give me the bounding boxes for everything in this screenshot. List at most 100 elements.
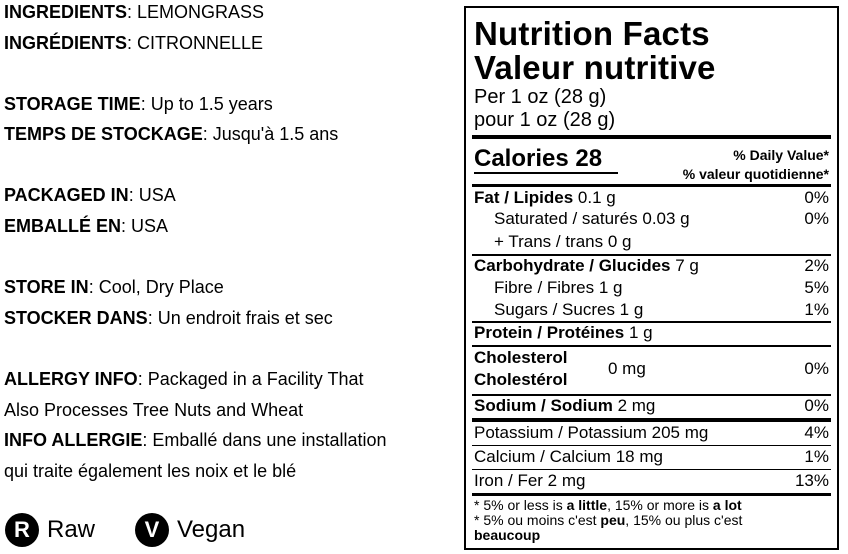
storage-time-en-label: STORAGE TIME xyxy=(4,94,141,114)
carb-label: Carbohydrate / Glucides xyxy=(474,256,671,275)
cholesterol-label-2: Cholestérol xyxy=(474,370,568,389)
iron-pct: 13% xyxy=(794,471,829,490)
packaged-en-label: PACKAGED IN xyxy=(4,185,129,205)
ingredients-en-label: INGREDIENTS xyxy=(4,2,128,22)
sodium-label: Sodium / Sodium xyxy=(474,396,613,415)
cholesterol-amount: 0 mg xyxy=(608,359,646,378)
calories-value: 28 xyxy=(575,145,603,172)
daily-value-fr: % valeur quotidienne* xyxy=(682,166,829,182)
fat-row: Fat / Lipides 0.1 g xyxy=(474,188,616,208)
sugars-label: Sugars / Sucres 1 g xyxy=(494,300,644,319)
allergy-en-1: ALLERGY INFO: Packaged in a Facility Tha… xyxy=(4,369,364,389)
store-in-fr-label: STOCKER DANS xyxy=(4,308,148,328)
calories-underline xyxy=(474,172,618,174)
rule-sodium xyxy=(472,394,831,396)
protein-label: Protein / Protéines xyxy=(474,323,625,342)
ingredients-fr-label: INGRÉDIENTS xyxy=(4,33,128,53)
vegan-label: Vegan xyxy=(177,516,246,543)
allergy-fr-2: qui traite également les noix et le blé xyxy=(4,460,296,482)
saturated-pct: 0% xyxy=(804,209,829,228)
sodium-amount: 2 mg xyxy=(617,396,656,415)
serving-size-fr: pour 1 oz (28 g) xyxy=(474,109,616,131)
sugars-pct: 1% xyxy=(804,300,829,319)
allergy-fr-label: INFO ALLERGIE xyxy=(4,430,143,450)
allergy-en-label: ALLERGY INFO xyxy=(4,369,138,389)
footnote-en-little: a little xyxy=(566,497,608,513)
fat-label: Fat / Lipides xyxy=(474,188,574,207)
calories-label: Calories xyxy=(474,145,569,172)
footnote-fr-beaucoup: beaucoup xyxy=(474,527,541,543)
nutrition-title-fr: Valeur nutritive xyxy=(474,49,716,86)
footnote-fr-pre: * 5% ou moins c'est xyxy=(474,512,601,528)
storage-time-fr: TEMPS DE STOCKAGE: Jusqu'à 1.5 ans xyxy=(4,124,339,144)
protein-row: Protein / Protéines 1 g xyxy=(474,323,653,343)
rule-iron xyxy=(472,469,831,470)
ingredients-en: INGREDIENTS: LEMONGRASS xyxy=(4,2,265,22)
nutrition-title-en: Nutrition Facts xyxy=(474,15,710,52)
saturated-label: Saturated / saturés 0.03 g xyxy=(494,209,690,228)
raw-label: Raw xyxy=(47,516,96,543)
footnote-fr-peu: peu xyxy=(600,512,626,528)
footnote-fr: * 5% ou moins c'est peu, 15% ou plus c'e… xyxy=(474,513,742,528)
protein-amount: 1 g xyxy=(628,323,653,342)
calories: Calories 28 xyxy=(474,145,602,173)
packaged-fr-value: USA xyxy=(131,216,169,236)
rule-protein xyxy=(472,321,831,323)
fibre-pct: 5% xyxy=(804,278,829,297)
fat-pct: 0% xyxy=(804,188,829,207)
nutrition-facts-panel: Nutrition Facts Valeur nutritive Per 1 o… xyxy=(464,6,839,550)
rule-cholesterol xyxy=(472,345,831,347)
calcium-label: Calcium / Calcium 18 mg xyxy=(474,447,663,466)
storage-time-en: STORAGE TIME: Up to 1.5 years xyxy=(4,94,273,114)
serving-size-en: Per 1 oz (28 g) xyxy=(474,86,607,108)
sodium-pct: 0% xyxy=(804,396,829,415)
daily-value-en: % Daily Value* xyxy=(733,147,829,163)
footnote-fr-mid: , 15% ou plus c'est xyxy=(625,512,743,528)
storage-time-fr-value: Jusqu'à 1.5 ans xyxy=(212,124,339,144)
allergy-fr-1: INFO ALLERGIE: Emballé dans une installa… xyxy=(4,430,387,450)
sodium-row: Sodium / Sodium 2 mg xyxy=(474,396,655,416)
potassium-label: Potassium / Potassium 205 mg xyxy=(474,423,709,442)
allergy-en-2: Also Processes Tree Nuts and Wheat xyxy=(4,399,303,421)
ingredients-en-value: LEMONGRASS xyxy=(137,2,265,22)
footnote-en-mid: , 15% or more is xyxy=(607,497,713,513)
store-in-fr-value: Un endroit frais et sec xyxy=(157,308,333,328)
cholesterol-label-en: Cholesterol xyxy=(474,348,568,368)
footnote-en-pre: * 5% or less is xyxy=(474,497,567,513)
allergy-en-value-1: Packaged in a Facility That xyxy=(147,369,364,389)
medium-rule-1 xyxy=(472,184,831,187)
store-in-en: STORE IN: Cool, Dry Place xyxy=(4,277,224,297)
carb-row: Carbohydrate / Glucides 7 g xyxy=(474,256,699,276)
storage-time-fr-label: TEMPS DE STOCKAGE xyxy=(4,124,203,144)
store-in-en-label: STORE IN xyxy=(4,277,89,297)
footnote-fr-2: beaucoup xyxy=(474,528,540,543)
fat-amount: 0.1 g xyxy=(577,188,616,207)
carb-amount: 7 g xyxy=(675,256,699,275)
calcium-pct: 1% xyxy=(804,447,829,466)
rule-calcium xyxy=(472,445,831,446)
storage-time-en-value: Up to 1.5 years xyxy=(150,94,273,114)
allergy-fr-value-1: Emballé dans une installation xyxy=(152,430,387,450)
rule-carb xyxy=(472,254,831,256)
footnote-en-lot: a lot xyxy=(712,497,742,513)
iron-label: Iron / Fer 2 mg xyxy=(474,471,586,490)
rule-footnote xyxy=(472,493,831,496)
allergy-en-value-2: Also Processes Tree Nuts and Wheat xyxy=(4,400,304,420)
potassium-pct: 4% xyxy=(804,423,829,442)
packaged-en: PACKAGED IN: USA xyxy=(4,185,176,205)
cholesterol-pct: 0% xyxy=(804,359,829,378)
cholesterol-label-1: Cholesterol xyxy=(474,348,568,367)
cholesterol-label-fr: Cholestérol xyxy=(474,370,568,390)
packaged-fr: EMBALLÉ EN: USA xyxy=(4,216,169,236)
ingredients-fr: INGRÉDIENTS: CITRONNELLE xyxy=(4,33,264,53)
raw-badge: R Raw xyxy=(5,513,95,547)
thick-rule-1 xyxy=(472,135,831,139)
store-in-en-value: Cool, Dry Place xyxy=(98,277,224,297)
allergy-fr-value-2: qui traite également les noix et le blé xyxy=(4,461,297,481)
packaged-fr-label: EMBALLÉ EN xyxy=(4,216,121,236)
store-in-fr: STOCKER DANS: Un endroit frais et sec xyxy=(4,308,333,328)
ingredients-fr-value: CITRONNELLE xyxy=(137,33,264,53)
raw-icon: R xyxy=(5,513,39,547)
thick-rule-2 xyxy=(472,418,831,422)
vegan-badge: V Vegan xyxy=(135,513,245,547)
